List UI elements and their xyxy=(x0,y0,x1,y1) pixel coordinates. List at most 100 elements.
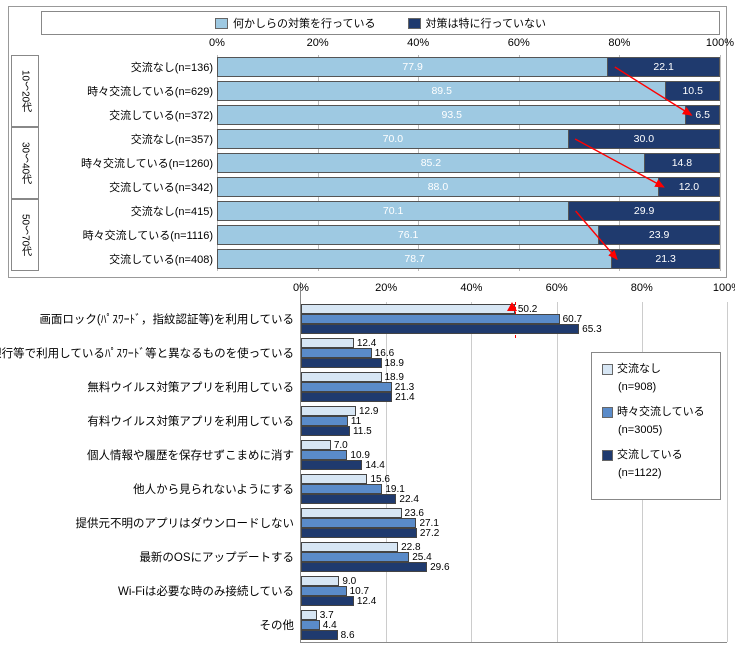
stacked-bars: 77.922.189.510.593.56.570.030.085.214.88… xyxy=(217,55,720,271)
legend-label: 対策は特に行っていない xyxy=(426,15,546,31)
row-label: 交流している(n=372) xyxy=(39,103,217,127)
x-tick: 80% xyxy=(608,37,630,49)
x-axis-top: 0%20%40%60%80%100% xyxy=(217,37,720,55)
legend-swatch xyxy=(602,450,613,461)
age-group-label: 50～70代 xyxy=(11,199,39,271)
bar-value: 8.6 xyxy=(341,630,355,641)
bar-segment-measures: 88.0 xyxy=(218,178,659,196)
age-group-column: 10～20代30～40代50～70代 xyxy=(11,37,39,271)
row-label: 時々交流している(n=1260) xyxy=(39,151,217,175)
row-label: 交流なし(n=357) xyxy=(39,127,217,151)
bar-value: 7.0 xyxy=(334,440,348,451)
bar: 27.1 xyxy=(301,518,727,528)
bar-segment-no-measures: 21.3 xyxy=(612,250,719,268)
age-group-label: 10～20代 xyxy=(11,55,39,127)
legend-n: (n=3005) xyxy=(618,422,710,440)
legend-item: 時々交流している (n=3005) xyxy=(602,404,710,439)
bar-group: 3.74.4 8.6 xyxy=(301,608,727,642)
bar-segment-measures: 93.5 xyxy=(218,106,686,124)
row-label: 時々交流している(n=1116) xyxy=(39,223,217,247)
bar: 29.6 xyxy=(301,562,727,572)
x-tick: 60% xyxy=(546,282,568,294)
bar-segment-measures: 77.9 xyxy=(218,58,608,76)
bar-segment-no-measures: 6.5 xyxy=(686,106,719,124)
category-label: 他人から見られないようにする xyxy=(8,472,300,506)
row-label: 交流なし(n=136) xyxy=(39,55,217,79)
bar-segment-no-measures: 29.9 xyxy=(569,202,719,220)
legend-swatch xyxy=(408,18,421,29)
legend-label: 時々交流している xyxy=(617,406,705,418)
x-tick: 60% xyxy=(508,37,530,49)
legend-swatch xyxy=(602,364,613,375)
row-label: 交流している(n=408) xyxy=(39,247,217,271)
x-tick: 100% xyxy=(706,37,734,49)
bar-value: 25.4 xyxy=(412,552,431,563)
bar: 10.7 xyxy=(301,586,727,596)
bar-group: 22.825.429.6 xyxy=(301,540,727,574)
bar: 9.0 xyxy=(301,576,727,586)
stacked-bar-plot: 0%20%40%60%80%100% 77.922.189.510.593.56… xyxy=(217,37,720,271)
bar-segment-no-measures: 10.5 xyxy=(666,82,719,100)
bar: 27.2 xyxy=(301,528,727,538)
x-axis-bottom: 0%20%40%60%80%100% xyxy=(301,282,727,302)
bottom-chart-container: 画面ロック(ﾊﾟｽﾜｰﾄﾞ，指紋認証等)を利用している銀行等で利用しているﾊﾟｽ… xyxy=(8,282,727,643)
bottom-legend: 交流なし(n=908) 時々交流している (n=3005) 交流している(n=1122… xyxy=(591,352,721,500)
legend-item: 交流している(n=1122) xyxy=(602,447,710,482)
legend-n: (n=1122) xyxy=(618,465,710,483)
stacked-bar-row: 78.721.3 xyxy=(217,247,720,271)
bar: 60.7 xyxy=(301,314,727,324)
row-label: 交流なし(n=415) xyxy=(39,199,217,223)
stacked-bar-row: 70.030.0 xyxy=(217,127,720,151)
stacked-bar-row: 88.012.0 xyxy=(217,175,720,199)
bar-segment-no-measures: 12.0 xyxy=(659,178,719,196)
top-legend: 何かしらの対策を行っている 対策は特に行っていない xyxy=(41,11,720,35)
category-label: 最新のOSにアップデートする xyxy=(8,540,300,574)
x-tick: 0% xyxy=(293,282,309,294)
x-tick: 0% xyxy=(209,37,225,49)
x-tick: 80% xyxy=(631,282,653,294)
bar-segment-no-measures: 14.8 xyxy=(645,154,719,172)
bar: 22.8 xyxy=(301,542,727,552)
bar-value: 29.6 xyxy=(430,562,449,573)
legend-item-no-measures: 対策は特に行っていない xyxy=(408,15,546,31)
age-group-label: 30～40代 xyxy=(11,127,39,199)
category-label: 有料ウイルス対策アプリを利用している xyxy=(8,404,300,438)
bar-group: 9.010.712.4 xyxy=(301,574,727,608)
bar-segment-measures: 70.0 xyxy=(218,130,569,148)
stacked-bar-row: 93.56.5 xyxy=(217,103,720,127)
legend-swatch xyxy=(215,18,228,29)
category-label: 銀行等で利用しているﾊﾟｽﾜｰﾄﾞ等と異なるものを使っている xyxy=(8,336,300,370)
bar: 4.4 xyxy=(301,620,727,630)
x-tick: 100% xyxy=(713,282,735,294)
legend-swatch xyxy=(602,407,613,418)
bar-value: 21.4 xyxy=(395,392,414,403)
category-label: 個人情報や履歴を保存せずこまめに消す xyxy=(8,438,300,472)
x-tick: 20% xyxy=(375,282,397,294)
bar-segment-measures: 89.5 xyxy=(218,82,666,100)
grouped-bar-plot: 0%20%40%60%80%100% 50.260.765.312.416.61… xyxy=(300,282,727,643)
bar-group: 23.627.127.2 xyxy=(301,506,727,540)
bar-segment-measures: 76.1 xyxy=(218,226,599,244)
bar-value: 4.4 xyxy=(323,620,337,631)
bar-value: 65.3 xyxy=(582,324,601,335)
bar: 25.4 xyxy=(301,552,727,562)
bar-value: 12.4 xyxy=(357,596,376,607)
category-label: 無料ウイルス対策アプリを利用している xyxy=(8,370,300,404)
bar-value: 12.4 xyxy=(357,338,376,349)
x-tick: 40% xyxy=(407,37,429,49)
category-label: その他 xyxy=(8,608,300,642)
category-label: 提供元不明のアプリはダウンロードしない xyxy=(8,506,300,540)
bar-segment-no-measures: 23.9 xyxy=(599,226,719,244)
legend-item: 交流なし(n=908) xyxy=(602,361,710,396)
legend-n: (n=908) xyxy=(618,379,710,397)
bar: 12.4 xyxy=(301,596,727,606)
bar: 3.7 xyxy=(301,610,727,620)
row-label: 時々交流している(n=629) xyxy=(39,79,217,103)
stacked-bar-row: 70.129.9 xyxy=(217,199,720,223)
bar-value: 18.9 xyxy=(385,358,404,369)
row-label-column: 交流なし(n=136)時々交流している(n=629)交流している(n=372)交… xyxy=(39,37,217,271)
category-label-column: 画面ロック(ﾊﾟｽﾜｰﾄﾞ，指紋認証等)を利用している銀行等で利用しているﾊﾟｽ… xyxy=(8,282,300,643)
bar-value: 14.4 xyxy=(365,460,384,471)
bar-segment-measures: 78.7 xyxy=(218,250,612,268)
bar-value: 27.2 xyxy=(420,528,439,539)
